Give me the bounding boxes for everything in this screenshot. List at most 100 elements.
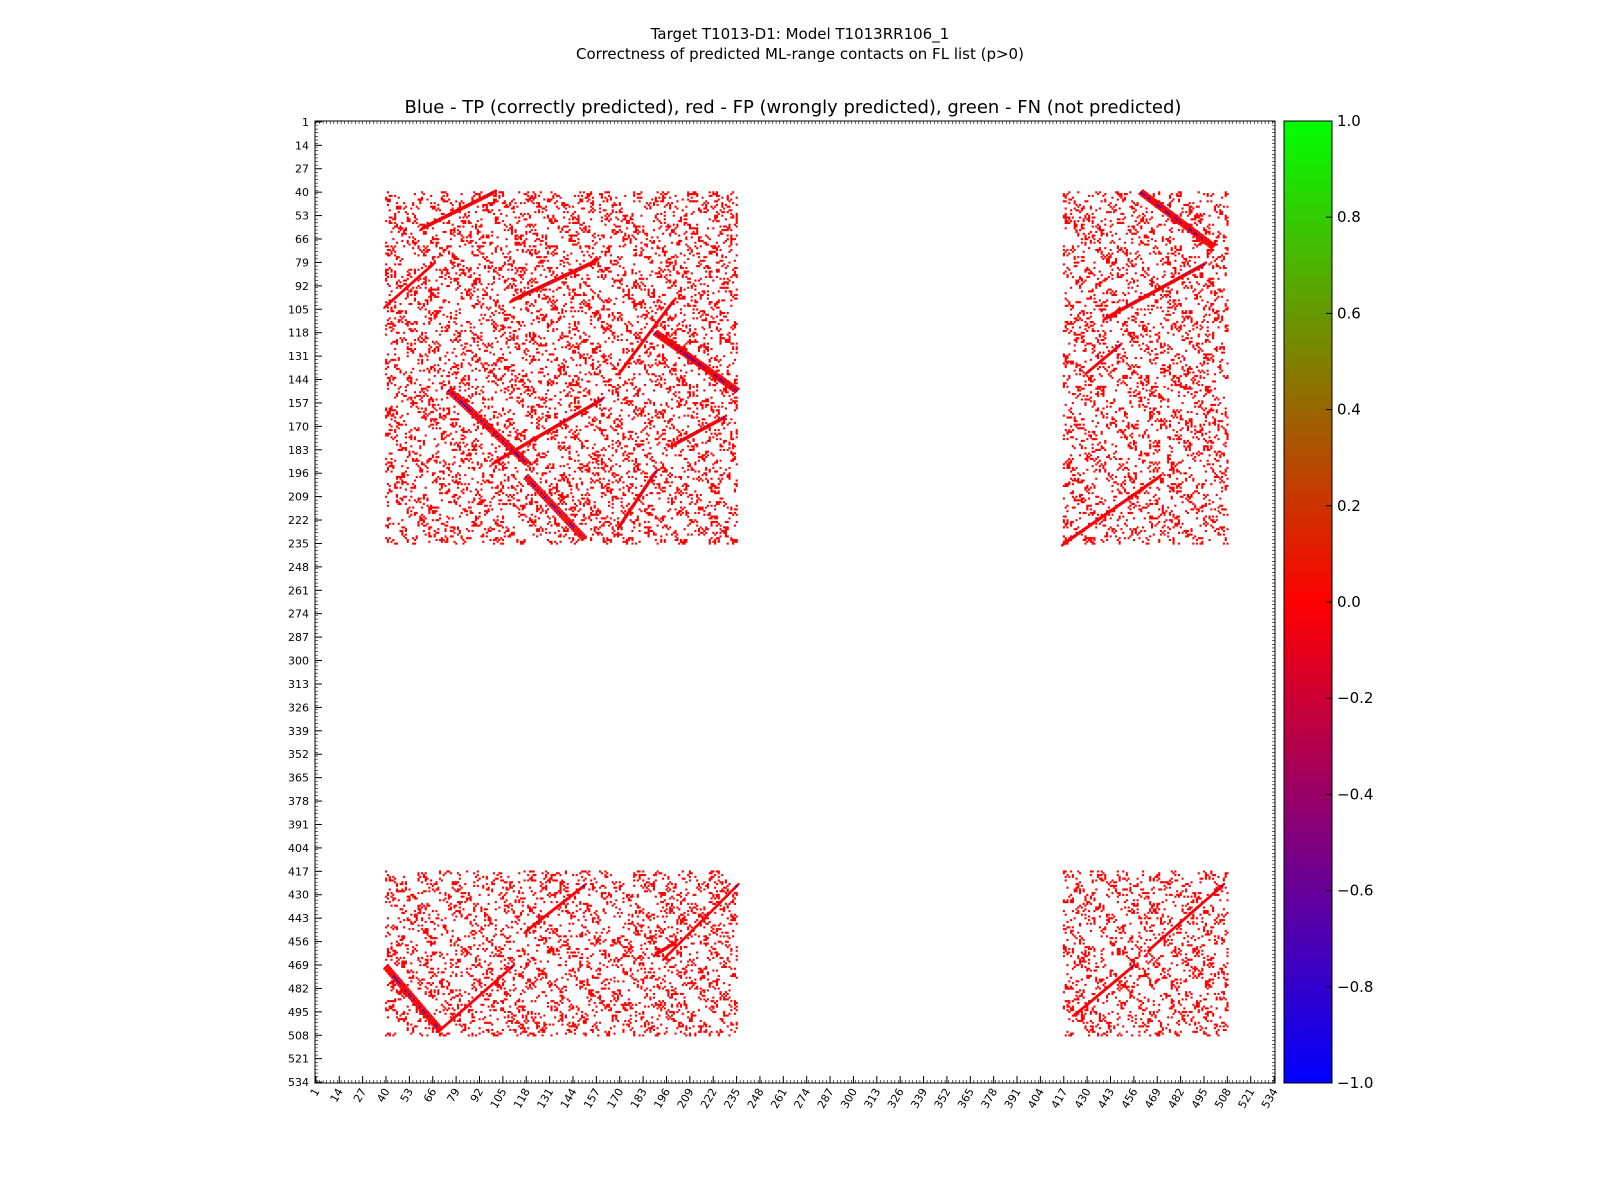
fp-cell	[674, 254, 677, 257]
fp-cell	[672, 317, 675, 320]
fp-cell	[575, 326, 578, 329]
fp-cell	[548, 200, 551, 203]
fp-cell	[494, 250, 497, 253]
fp-cell	[735, 221, 738, 224]
fp-cell	[530, 284, 533, 288]
fp-cell	[563, 364, 566, 367]
fp-cell	[622, 347, 625, 351]
fp-cell	[476, 335, 479, 338]
fp-cell	[563, 358, 566, 361]
fp-cell	[473, 326, 476, 329]
fp-cell	[536, 232, 539, 235]
fp-cell	[595, 241, 598, 244]
fp-cell	[703, 207, 706, 210]
fp-cell	[593, 232, 596, 235]
fp-cell	[696, 394, 699, 397]
fp-cell	[537, 203, 541, 206]
fp-cell	[548, 220, 551, 223]
fp-cell	[697, 311, 701, 315]
fp-cell	[546, 358, 550, 361]
fp-cell	[733, 380, 736, 383]
fp-cell	[595, 405, 598, 408]
fp-cell	[509, 203, 512, 206]
fp-cell	[674, 373, 677, 376]
fp-cell	[487, 452, 490, 455]
fp-cell	[487, 371, 490, 374]
fp-cell	[527, 200, 530, 203]
fp-cell	[638, 362, 641, 365]
fp-cell	[658, 355, 661, 358]
fp-cell	[658, 227, 661, 230]
fp-cell	[715, 203, 718, 206]
fp-cell	[478, 301, 481, 304]
fp-cell	[404, 279, 407, 282]
fp-cell	[690, 196, 693, 199]
fp-cell	[550, 304, 553, 307]
fp-cell	[476, 302, 479, 306]
fp-cell	[424, 331, 427, 334]
fp-cell	[660, 403, 663, 406]
fp-cell	[617, 362, 620, 365]
fp-cell	[394, 250, 397, 253]
fp-cell	[386, 376, 390, 379]
fp-cell	[539, 371, 542, 374]
fp-cell	[442, 438, 445, 441]
fp-cell	[496, 245, 499, 248]
fp-cell	[676, 243, 679, 246]
fp-cell	[593, 373, 596, 376]
fp-cell	[478, 274, 481, 277]
fp-cell	[726, 205, 729, 208]
fp-cell	[679, 400, 683, 403]
fp-cell	[501, 324, 505, 327]
fp-cell	[478, 238, 481, 241]
fp-cell	[674, 281, 677, 284]
fp-cell	[403, 373, 406, 376]
fp-cell	[413, 214, 416, 217]
fp-cell	[602, 277, 605, 280]
fp-cell	[557, 317, 560, 320]
fp-cell	[733, 274, 736, 277]
fp-cell	[415, 290, 418, 293]
fp-cell	[487, 456, 490, 459]
fp-cell	[471, 357, 474, 360]
fp-cell	[640, 277, 643, 280]
fp-cell	[710, 347, 713, 351]
fp-cell	[395, 225, 398, 228]
fp-cell	[617, 391, 620, 394]
fp-cell	[395, 205, 398, 208]
fp-cell	[627, 236, 630, 239]
fp-cell	[527, 286, 530, 289]
fp-cell	[572, 218, 575, 221]
fp-cell	[487, 398, 490, 401]
fp-cell	[645, 277, 648, 280]
fp-cell	[478, 357, 481, 360]
fp-cell	[492, 313, 496, 316]
fp-cell	[413, 270, 416, 273]
fp-cell	[437, 443, 440, 446]
fp-cell	[638, 445, 641, 448]
fp-cell	[581, 445, 584, 448]
fp-cell	[528, 335, 532, 338]
fp-cell	[475, 445, 478, 448]
fp-cell	[487, 270, 490, 273]
fp-cell	[588, 306, 591, 309]
fp-cell	[482, 452, 485, 455]
fp-cell	[433, 313, 436, 316]
fp-cell	[649, 452, 652, 455]
fp-cell	[728, 209, 731, 212]
fp-cell	[448, 221, 451, 224]
fp-cell	[399, 207, 402, 210]
fp-cell	[570, 387, 573, 390]
fp-cell	[541, 313, 544, 316]
fp-cell	[654, 375, 657, 378]
fp-cell	[579, 227, 582, 230]
fp-cell	[581, 194, 584, 197]
fp-cell	[669, 263, 672, 266]
fp-cell	[455, 373, 458, 376]
fp-cell	[631, 234, 634, 237]
fp-cell	[723, 389, 726, 392]
fp-cell	[665, 402, 668, 405]
fp-cell	[572, 432, 575, 435]
fp-cell	[719, 313, 722, 316]
fp-cell	[510, 286, 514, 289]
